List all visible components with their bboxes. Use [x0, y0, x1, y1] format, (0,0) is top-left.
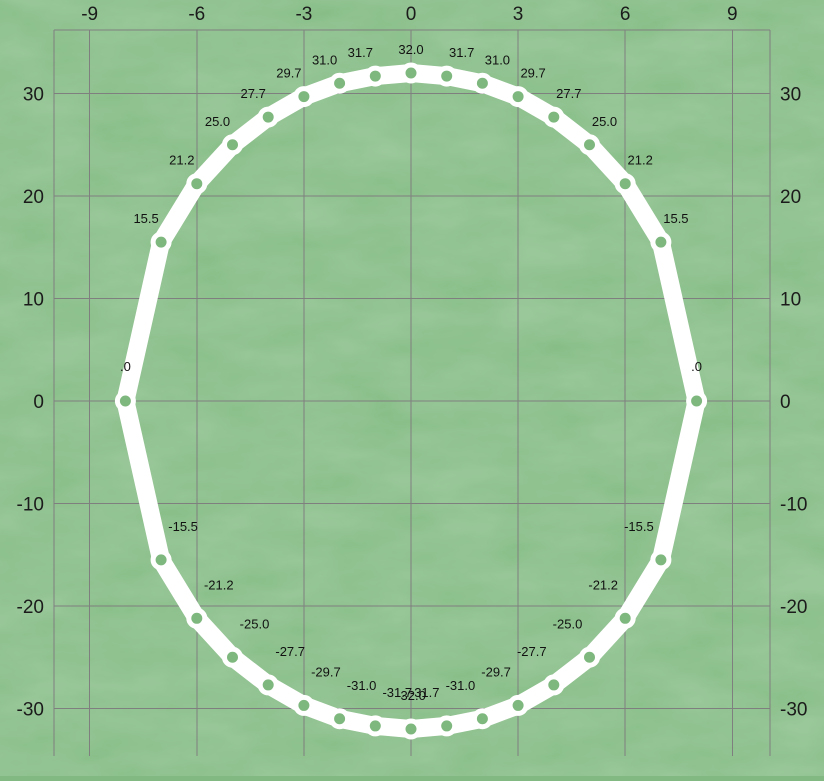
- data-point-marker: [222, 134, 243, 156]
- series: [114, 62, 708, 740]
- y-tick-label-right: -20: [780, 597, 807, 618]
- data-point-marker: [186, 173, 208, 195]
- y-tick-label-left: -20: [17, 597, 44, 618]
- data-label: -25.0: [553, 616, 583, 631]
- data-label: 31.0: [312, 52, 337, 67]
- data-point-marker: [150, 549, 172, 571]
- y-tick-label-right: 30: [780, 85, 801, 106]
- data-label: 31.7: [348, 45, 373, 60]
- y-tick-label-left: 10: [23, 290, 44, 311]
- data-label: -29.7: [481, 664, 511, 679]
- x-tick-label: 6: [620, 4, 631, 25]
- data-label: -15.5: [624, 519, 654, 534]
- data-label: -31.7: [382, 685, 412, 700]
- data-label: 21.2: [628, 153, 653, 168]
- data-point-marker: [436, 65, 458, 87]
- grid: [53, 29, 771, 756]
- y-tick-label-left: 30: [23, 85, 44, 106]
- data-point-marker: [400, 718, 422, 740]
- data-label: 15.5: [663, 211, 688, 226]
- data-point-marker: [329, 72, 351, 94]
- data-point-marker: [650, 231, 672, 253]
- data-label: -27.7: [275, 644, 305, 659]
- data-label: 27.7: [556, 86, 581, 101]
- data-point-marker: [364, 65, 386, 87]
- data-label: 29.7: [276, 66, 301, 81]
- data-point-marker: [222, 646, 243, 668]
- data-point-marker: [543, 106, 565, 128]
- data-label: -21.2: [588, 577, 618, 592]
- data-point-marker: [329, 708, 351, 730]
- data-point-marker: [436, 715, 458, 737]
- data-point-marker: [471, 72, 493, 94]
- y-tick-label-right: 0: [780, 392, 791, 413]
- data-label: 29.7: [520, 66, 545, 81]
- data-point-marker: [507, 694, 529, 716]
- y-tick-label-right: 20: [780, 187, 801, 208]
- data-point-marker: [507, 86, 529, 108]
- data-point-marker: [293, 694, 315, 716]
- data-point-marker: [614, 173, 636, 195]
- data-point-marker: [150, 231, 172, 253]
- data-label: 21.2: [169, 153, 194, 168]
- x-tick-label: 9: [727, 4, 738, 25]
- data-label: 31.7: [449, 45, 474, 60]
- data-point-marker: [650, 549, 672, 571]
- data-point-marker: [579, 646, 600, 668]
- data-point-marker: [579, 134, 600, 156]
- data-label: .0: [691, 359, 702, 374]
- y-tick-label-right: -10: [780, 495, 807, 516]
- data-label: -27.7: [517, 644, 547, 659]
- data-point-marker: [471, 708, 493, 730]
- data-point-marker: [543, 674, 565, 696]
- data-label: 15.5: [133, 211, 158, 226]
- data-label: -25.0: [240, 616, 270, 631]
- data-point-marker: [293, 86, 315, 108]
- y-tick-label-left: -10: [17, 495, 44, 516]
- x-tick-label: 3: [513, 4, 524, 25]
- data-label: -31.7: [410, 685, 440, 700]
- data-point-marker: [257, 106, 279, 128]
- data-label: -32.0: [396, 688, 426, 703]
- y-tick-label-left: 20: [23, 187, 44, 208]
- data-point-marker: [186, 607, 208, 629]
- data-label: 25.0: [205, 114, 230, 129]
- data-labels: 32.0 31.7 31.0 29.7 27.7 25.0 21.2 15.5 .0 -15.5 -…: [120, 42, 702, 703]
- data-point-marker: [686, 390, 708, 412]
- data-label: .0: [120, 359, 131, 374]
- x-tick-label: -9: [81, 4, 98, 25]
- data-label: 31.0: [485, 52, 510, 67]
- data-label: -15.5: [168, 519, 198, 534]
- x-tick-label: -3: [295, 4, 312, 25]
- data-label: 25.0: [592, 114, 617, 129]
- data-label: -29.7: [311, 664, 341, 679]
- data-point-marker: [364, 715, 386, 737]
- y-tick-label-left: 0: [33, 392, 44, 413]
- x-tick-label: 0: [406, 4, 417, 25]
- x-tick-label: -6: [188, 4, 205, 25]
- data-point-marker: [114, 390, 136, 412]
- data-point-marker: [614, 607, 636, 629]
- data-label: -21.2: [204, 577, 234, 592]
- data-label: 32.0: [398, 42, 423, 57]
- data-label: -31.0: [446, 678, 476, 693]
- y-tick-label-right: 10: [780, 290, 801, 311]
- data-point-marker: [400, 62, 422, 84]
- data-label: 27.7: [241, 86, 266, 101]
- data-label: -31.0: [347, 678, 377, 693]
- y-tick-label-right: -30: [780, 700, 807, 721]
- data-point-marker: [257, 674, 279, 696]
- y-tick-label-left: -30: [17, 700, 44, 721]
